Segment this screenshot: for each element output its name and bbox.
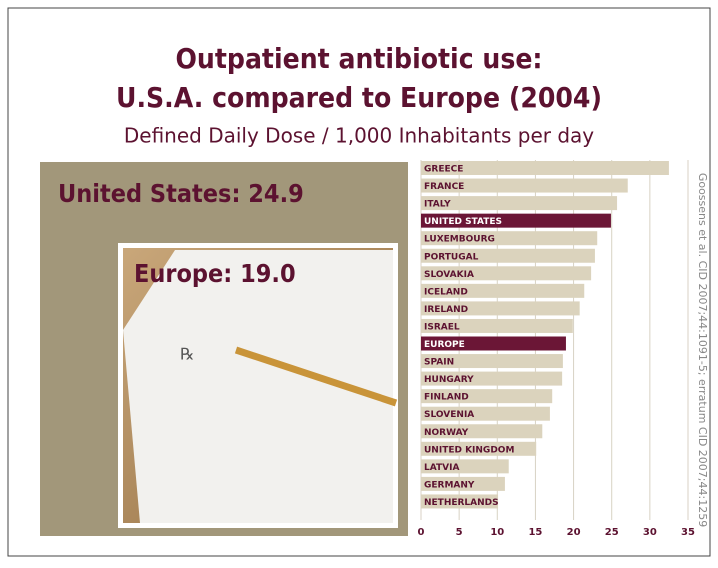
category-label: HUNGARY xyxy=(424,375,474,385)
category-label: PORTUGAL xyxy=(424,252,479,262)
chart-title: Outpatient antibiotic use: xyxy=(176,42,543,75)
bar xyxy=(421,231,598,246)
category-label: ISRAEL xyxy=(424,322,460,332)
annotation: United States: 24.9 xyxy=(58,179,304,208)
rx-symbol: ℞ xyxy=(180,345,194,364)
bar xyxy=(421,266,592,281)
category-label: IRELAND xyxy=(424,305,468,315)
category-label: LUXEMBOURG xyxy=(424,235,495,245)
category-label: NETHERLANDS xyxy=(424,498,499,508)
bar xyxy=(421,248,595,263)
chart-title: U.S.A. compared to Europe (2004) xyxy=(116,81,602,114)
bar xyxy=(421,389,553,404)
category-label: UNITED KINGDOM xyxy=(424,445,514,455)
category-label: SLOVENIA xyxy=(424,410,474,420)
bar xyxy=(421,354,563,369)
category-label: FINLAND xyxy=(424,393,469,403)
category-label: ICELAND xyxy=(424,287,468,297)
x-tick-label: 15 xyxy=(528,527,542,538)
category-label: GREECE xyxy=(424,165,463,175)
x-tick-label: 20 xyxy=(567,527,581,538)
bar xyxy=(421,161,669,175)
category-label: SLOVAKIA xyxy=(424,270,474,280)
x-tick-label: 0 xyxy=(418,527,425,538)
x-tick-label: 35 xyxy=(681,527,695,538)
category-label: SPAIN xyxy=(424,358,454,368)
bar xyxy=(421,283,585,298)
bar xyxy=(421,494,499,509)
x-tick-label: 10 xyxy=(490,527,504,538)
bar xyxy=(421,336,566,351)
paper xyxy=(123,250,393,523)
bar xyxy=(421,213,611,228)
chart-subtitle: Defined Daily Dose / 1,000 Inhabitants p… xyxy=(124,124,594,148)
x-tick-label: 30 xyxy=(643,527,657,538)
category-label: FRANCE xyxy=(424,182,464,192)
bar xyxy=(421,178,628,193)
bar xyxy=(421,371,563,386)
category-label: GERMANY xyxy=(424,480,475,490)
bar xyxy=(421,196,618,211)
pencil xyxy=(234,346,398,407)
bar xyxy=(421,476,505,491)
annotation: Europe: 19.0 xyxy=(134,259,296,288)
photo: ℞ xyxy=(118,243,398,528)
bar xyxy=(421,441,537,456)
category-label: UNITED STATES xyxy=(424,217,502,227)
x-tick-label: 25 xyxy=(605,527,619,538)
x-tick-label: 5 xyxy=(456,527,463,538)
category-label: EUROPE xyxy=(424,340,465,350)
bar xyxy=(421,301,580,316)
source-note: Goossens et al. CID 2007;44:1091-5; erra… xyxy=(696,173,709,527)
category-label: ITALY xyxy=(424,200,451,210)
category-label: LATVIA xyxy=(424,463,459,473)
bar xyxy=(421,459,509,474)
category-label: NORWAY xyxy=(424,428,469,438)
bar xyxy=(421,406,550,421)
bar xyxy=(421,424,543,439)
bar xyxy=(421,318,573,333)
